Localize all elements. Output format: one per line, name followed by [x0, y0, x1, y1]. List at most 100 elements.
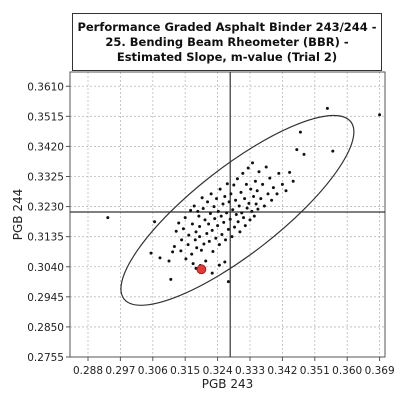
y-tick-label: 0.3610 [27, 81, 64, 93]
y-tick-label: 0.3515 [27, 111, 64, 123]
y-tick-label: 0.2850 [27, 322, 64, 334]
data-point [284, 189, 288, 193]
data-point [241, 171, 245, 175]
data-point [215, 197, 219, 201]
data-point [172, 244, 176, 248]
highlight-point [196, 264, 207, 275]
data-point [224, 238, 228, 242]
data-point [232, 183, 236, 187]
data-point [190, 222, 194, 226]
data-point [259, 197, 263, 201]
data-point [264, 165, 268, 169]
data-point [212, 205, 216, 209]
data-point [242, 216, 246, 220]
data-point [198, 225, 202, 229]
x-tick-label: 0.288 [73, 365, 103, 377]
data-point [331, 149, 335, 153]
data-point [169, 277, 173, 281]
data-point [220, 232, 224, 236]
data-point [226, 227, 230, 231]
data-point [227, 200, 231, 204]
data-point [248, 218, 252, 222]
data-point [193, 238, 197, 242]
data-point [177, 221, 181, 225]
data-point [191, 262, 195, 266]
plot-frame [69, 71, 386, 358]
data-point [302, 152, 306, 156]
x-axis-ticks: 0.288 0.297 0.306 0.315 0.324 0.333 0.342 0.351… [73, 357, 395, 377]
data-point [225, 211, 229, 215]
data-point [252, 194, 256, 198]
data-point [207, 239, 211, 243]
data-point [205, 232, 209, 235]
data-point [234, 198, 238, 202]
grid [70, 72, 385, 358]
data-point [219, 214, 223, 218]
data-point [179, 249, 183, 253]
data-point [280, 182, 284, 186]
data-point [209, 192, 213, 196]
data-point [246, 166, 250, 170]
data-point [245, 206, 249, 210]
data-point [244, 182, 248, 186]
data-point [249, 187, 253, 191]
x-tick-label: 0.351 [300, 365, 330, 377]
y-tick-label: 0.3230 [27, 202, 64, 214]
y-tick-label: 0.3135 [27, 232, 64, 244]
data-point [261, 182, 265, 186]
x-tick-label: 0.342 [267, 365, 297, 377]
data-point [201, 206, 205, 210]
data-point [216, 224, 220, 228]
data-point [196, 209, 200, 213]
chart-title: Performance Graded Asphalt Binder 243/24… [72, 13, 382, 71]
data-point [199, 248, 203, 252]
data-point [206, 200, 210, 204]
data-point [251, 161, 255, 165]
data-point [237, 204, 241, 208]
x-tick-label: 0.333 [235, 365, 265, 377]
data-point [184, 257, 188, 261]
data-point [271, 186, 275, 190]
data-point [298, 130, 302, 134]
y-tick-label: 0.3420 [27, 141, 64, 153]
data-point [275, 192, 279, 196]
data-point [256, 207, 260, 211]
data-point [192, 204, 196, 208]
data-point [236, 220, 240, 224]
data-point [214, 236, 218, 240]
data-point [229, 192, 233, 196]
x-tick-label: 0.324 [203, 365, 233, 377]
data-point [223, 260, 227, 264]
data-point [213, 217, 217, 221]
data-point [174, 229, 178, 233]
data-point [257, 170, 261, 174]
data-point [106, 216, 110, 220]
data-point [378, 113, 382, 117]
data-point [233, 225, 237, 229]
y-tick-label: 0.2945 [27, 292, 64, 304]
data-point [207, 222, 211, 226]
data-point [288, 170, 292, 174]
data-point [195, 246, 199, 250]
data-point [194, 230, 198, 234]
data-point [223, 194, 227, 198]
data-point [243, 224, 247, 228]
x-tick-label: 0.369 [365, 365, 395, 377]
data-point [190, 252, 194, 256]
data-point [228, 217, 232, 221]
data-point [250, 209, 254, 213]
y-tick-label: 0.2755 [27, 352, 64, 364]
highlight-marker [196, 264, 207, 275]
data-point [254, 202, 258, 206]
data-point [180, 238, 184, 242]
data-point [252, 214, 256, 218]
data-point [210, 228, 214, 232]
x-axis-title: PGB 243 [202, 377, 254, 391]
data-point [253, 179, 257, 183]
x-tick-label: 0.306 [138, 365, 168, 377]
data-point [225, 182, 229, 186]
data-point [216, 209, 220, 213]
data-point [238, 230, 242, 234]
data-point [291, 179, 295, 183]
data-point [247, 201, 251, 205]
